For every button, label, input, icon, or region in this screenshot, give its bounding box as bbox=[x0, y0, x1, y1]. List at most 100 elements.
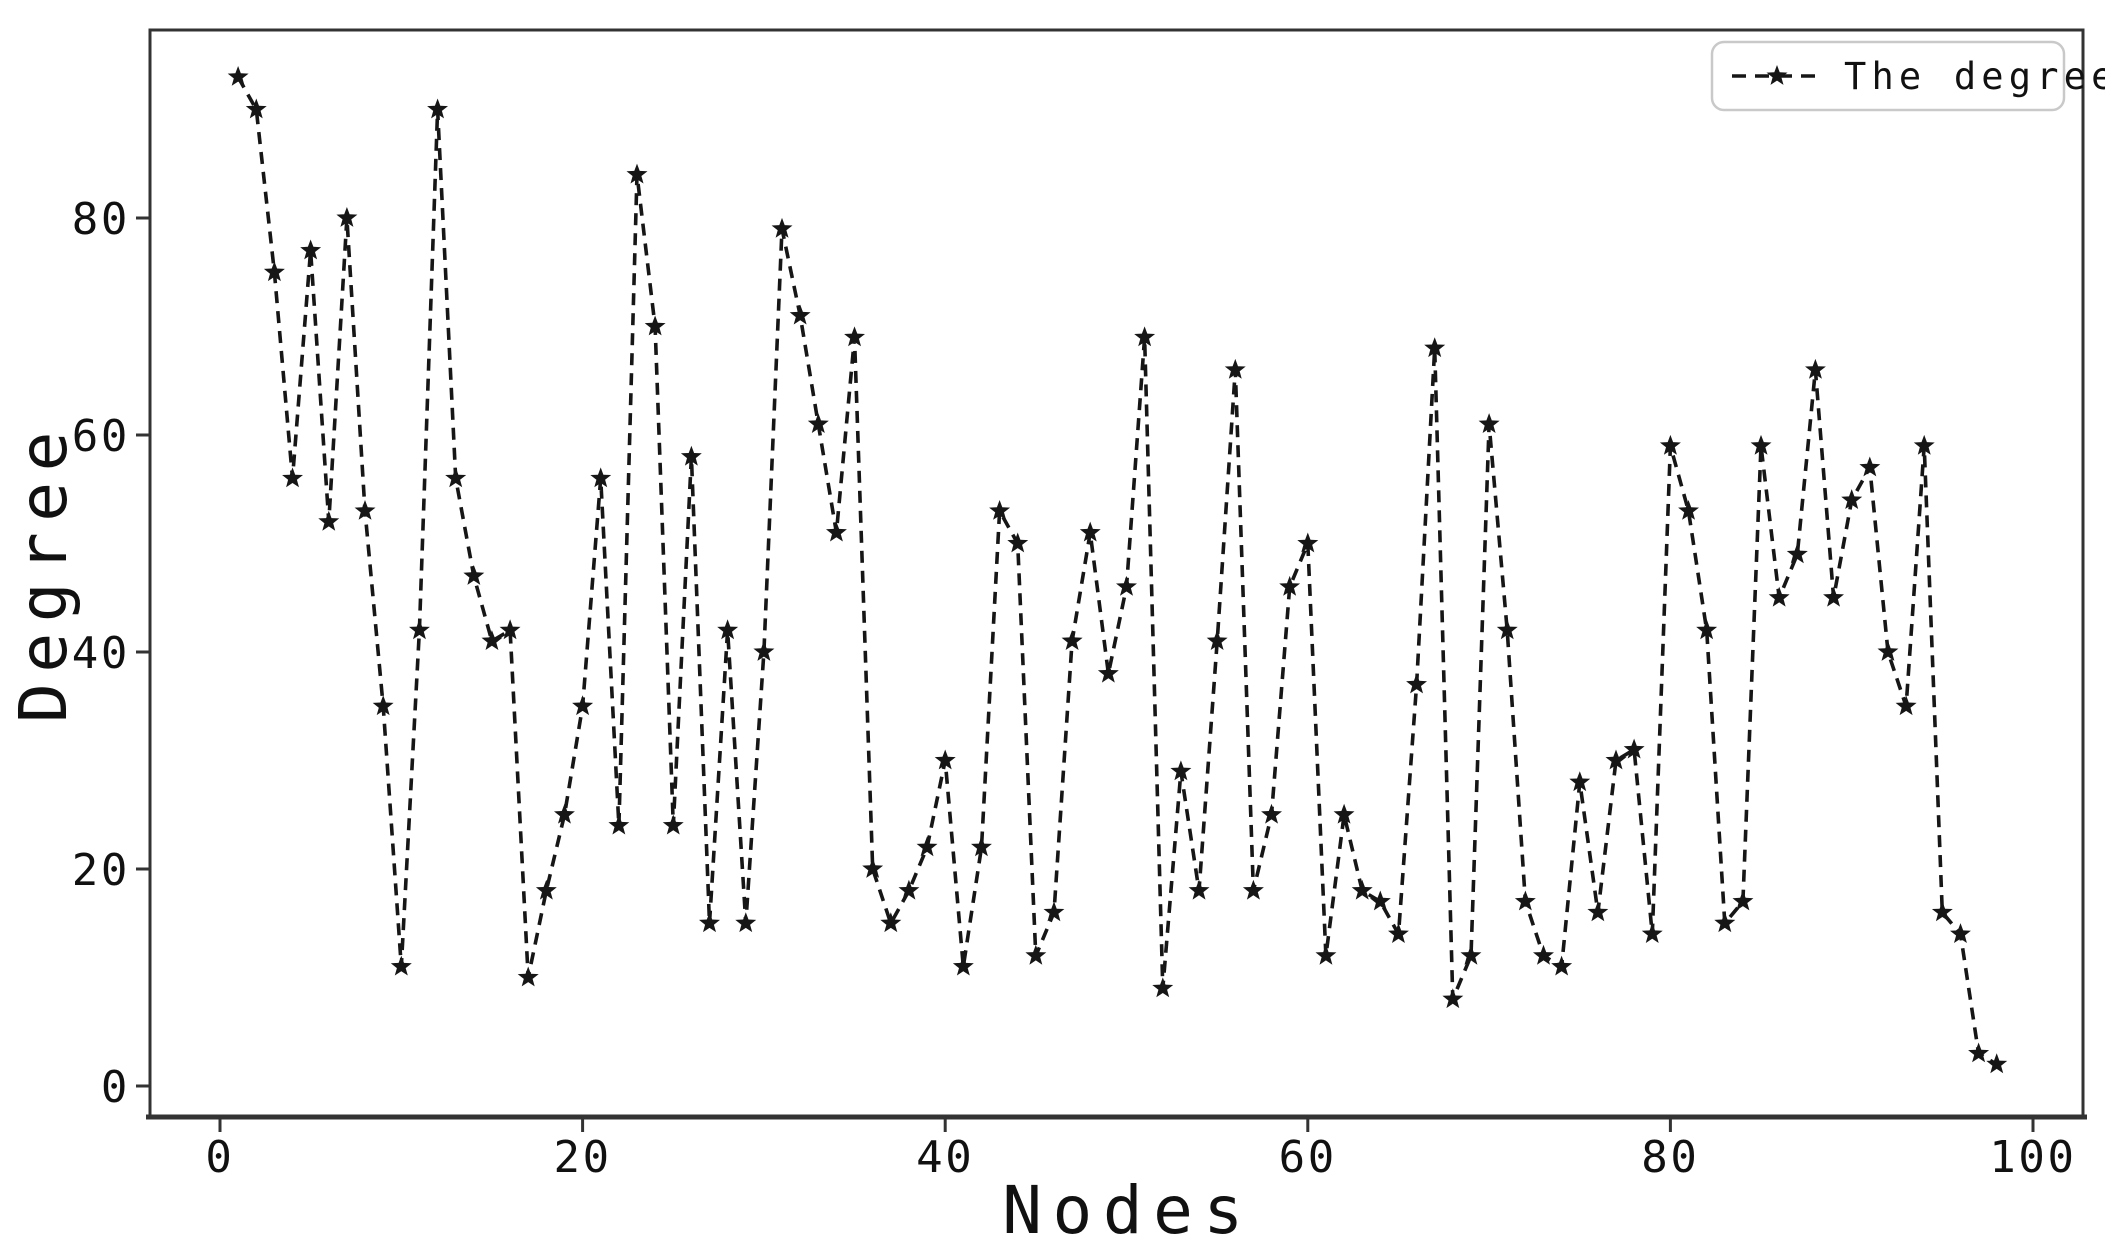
data-point-star-marker bbox=[481, 630, 503, 650]
y-axis-label: Degree bbox=[5, 421, 82, 723]
data-point-star-marker bbox=[826, 521, 847, 542]
data-point-star-marker bbox=[699, 912, 720, 933]
plot-area bbox=[146, 28, 2087, 1120]
data-point-star-marker bbox=[1043, 901, 1065, 922]
y-axis: 0 20 40 60 80 Degree bbox=[5, 194, 130, 1113]
data-point-star-marker bbox=[318, 510, 340, 531]
data-point-star-marker bbox=[844, 326, 865, 347]
data-point-star-marker bbox=[989, 500, 1011, 520]
y-tick-label: 40 bbox=[72, 628, 130, 679]
data-point-star-marker bbox=[1351, 879, 1373, 900]
data-point-star-marker bbox=[354, 500, 376, 520]
y-tick-label: 60 bbox=[72, 411, 130, 462]
data-point-star-marker bbox=[1587, 901, 1609, 922]
data-point-star-marker bbox=[336, 207, 358, 227]
legend: The degree bbox=[1710, 40, 2105, 112]
data-point-star-marker bbox=[862, 858, 884, 878]
legend-star-marker-icon bbox=[1766, 65, 1788, 85]
y-tick-label: 80 bbox=[72, 194, 130, 245]
data-point-star-marker bbox=[1369, 890, 1391, 911]
data-point-star-marker bbox=[1841, 489, 1863, 509]
data-point-star-marker bbox=[608, 814, 630, 835]
data-point-star-marker bbox=[1786, 543, 1808, 564]
data-point-star-marker bbox=[789, 304, 811, 325]
data-point-star-marker bbox=[934, 749, 956, 770]
series-line bbox=[236, 76, 1998, 1066]
data-point-star-marker bbox=[880, 912, 902, 933]
data-point-star-marker bbox=[1097, 662, 1119, 683]
data-point-star-marker bbox=[1061, 630, 1083, 650]
data-point-star-marker bbox=[499, 619, 521, 640]
data-point-star-marker bbox=[1388, 923, 1409, 943]
data-point-star-marker bbox=[1460, 944, 1482, 965]
legend-label: The degree bbox=[1844, 55, 2105, 98]
data-point-star-marker bbox=[717, 619, 739, 640]
data-point-star-marker bbox=[1279, 575, 1301, 596]
data-point-star-marker bbox=[1406, 673, 1427, 694]
data-point-star-marker bbox=[1641, 923, 1663, 943]
legend-box bbox=[1710, 40, 2066, 112]
data-point-star-marker bbox=[1605, 749, 1627, 770]
data-point-star-marker bbox=[1768, 586, 1790, 607]
data-point-star-marker bbox=[1424, 337, 1446, 358]
data-point-star-marker bbox=[1678, 500, 1699, 520]
x-tick-label: 40 bbox=[916, 1132, 974, 1183]
data-point-star-marker bbox=[263, 261, 285, 282]
data-point-star-marker bbox=[753, 641, 775, 661]
x-tick-label: 100 bbox=[1989, 1132, 2076, 1183]
data-point-star-marker bbox=[1895, 695, 1917, 716]
x-tick-label: 60 bbox=[1279, 1132, 1337, 1183]
data-point-star-marker bbox=[1968, 1042, 1990, 1063]
data-point-star-marker bbox=[535, 879, 557, 900]
data-point-star-marker bbox=[1134, 326, 1156, 347]
data-point-star-marker bbox=[1859, 456, 1881, 477]
data-point-star-marker bbox=[372, 695, 394, 716]
data-point-star-marker bbox=[1206, 630, 1228, 650]
data-point-star-marker bbox=[1442, 988, 1464, 1009]
tick-marks bbox=[136, 216, 2035, 1132]
data-point-star-marker bbox=[1823, 586, 1844, 607]
data-point-star-marker bbox=[1025, 944, 1047, 965]
data-point-star-marker bbox=[1242, 879, 1264, 900]
data-point-star-marker bbox=[662, 814, 684, 835]
data-point-star-marker bbox=[1224, 358, 1246, 379]
data-point-star-marker bbox=[1931, 901, 1953, 922]
data-point-star-marker bbox=[554, 803, 575, 824]
data-point-star-marker bbox=[644, 315, 666, 336]
data-point-star-marker bbox=[1714, 912, 1736, 933]
data-point-star-marker bbox=[463, 565, 485, 585]
data-point-star-marker bbox=[1152, 977, 1174, 998]
data-point-star-marker bbox=[517, 966, 539, 987]
data-point-star-marker bbox=[1659, 434, 1681, 455]
data-point-star-marker bbox=[1514, 890, 1536, 911]
data-point-star-marker bbox=[409, 619, 430, 640]
x-tick-label: 80 bbox=[1641, 1132, 1699, 1183]
data-point-star-marker bbox=[445, 467, 467, 488]
data-point-star-marker bbox=[282, 467, 303, 488]
data-point-star-marker bbox=[572, 695, 594, 716]
x-axis-label: Nodes bbox=[1002, 1172, 1253, 1243]
data-point-star-marker bbox=[952, 955, 974, 976]
data-point-star-marker bbox=[590, 467, 612, 488]
data-point-star-marker bbox=[1170, 760, 1192, 781]
data-point-star-marker bbox=[1551, 955, 1573, 976]
data-point-star-marker bbox=[1261, 803, 1282, 824]
data-point-star-marker bbox=[1732, 890, 1754, 911]
data-point-star-marker bbox=[1750, 434, 1772, 455]
data-point-star-marker bbox=[245, 98, 267, 119]
data-point-star-marker bbox=[807, 413, 829, 433]
data-point-star-marker bbox=[1478, 413, 1500, 433]
data-point-star-marker bbox=[1623, 738, 1645, 759]
y-tick-label: 20 bbox=[72, 845, 130, 896]
data-point-star-marker bbox=[390, 955, 412, 976]
data-point-star-marker bbox=[771, 217, 793, 238]
data-point-star-marker bbox=[971, 836, 992, 857]
data-point-star-marker bbox=[1297, 532, 1319, 553]
data-point-star-marker bbox=[427, 98, 448, 119]
x-tick-label: 20 bbox=[553, 1132, 611, 1183]
data-point-star-marker bbox=[680, 445, 702, 466]
data-point-star-marker bbox=[1913, 434, 1935, 455]
data-point-star-marker bbox=[1533, 944, 1554, 965]
